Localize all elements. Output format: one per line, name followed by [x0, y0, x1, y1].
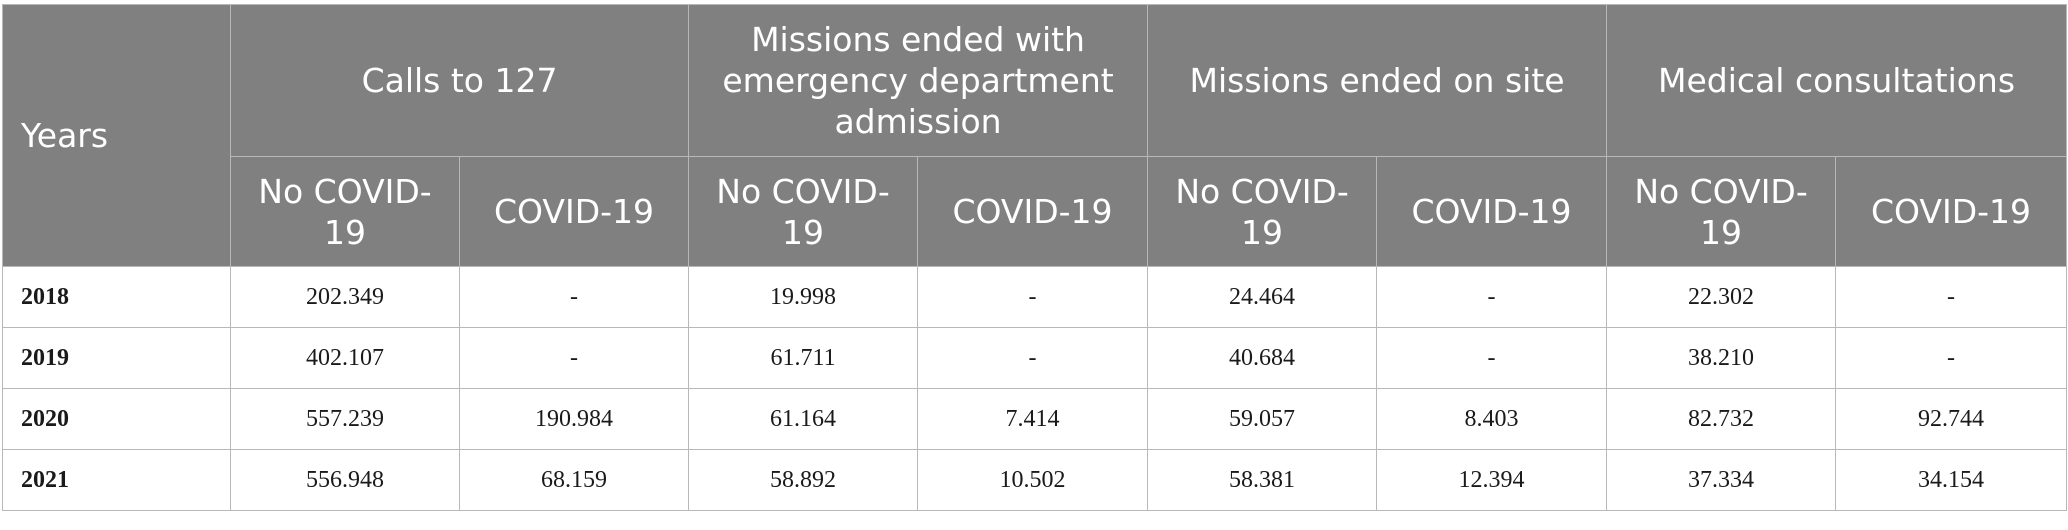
table-cell: 82.732: [1606, 388, 1837, 450]
table-cell: -: [1376, 266, 1608, 328]
table-cell: 59.057: [1147, 388, 1378, 450]
year-cell: 2018: [2, 266, 231, 328]
table-row: 2018 202.349 - 19.998 - 24.464 - 22.302 …: [2, 266, 2068, 328]
table-cell: 22.302: [1606, 266, 1837, 328]
sub-header-no-covid: No COVID-19: [1606, 156, 1837, 267]
table-cell: -: [1835, 327, 2068, 389]
sub-header-covid: COVID-19: [1376, 156, 1608, 267]
table-cell: 202.349: [230, 266, 460, 328]
sub-header-covid: COVID-19: [458, 156, 690, 267]
year-cell: 2019: [2, 327, 231, 389]
table-cell: 37.334: [1606, 449, 1837, 511]
table-row: 2019 402.107 - 61.711 - 40.684 - 38.210 …: [2, 327, 2068, 389]
table-cell: -: [458, 266, 690, 328]
sub-header-no-covid: No COVID-19: [1147, 156, 1378, 267]
table-container: Years Calls to 127 Missions ended with e…: [2, 4, 2068, 511]
table-cell: 402.107: [230, 327, 460, 389]
table-cell: 34.154: [1835, 449, 2068, 511]
table-cell: -: [458, 327, 690, 389]
sub-header-covid: COVID-19: [917, 156, 1149, 267]
table-cell: -: [1835, 266, 2068, 328]
table-cell: -: [917, 327, 1149, 389]
table-cell: 557.239: [230, 388, 460, 450]
table-cell: 92.744: [1835, 388, 2068, 450]
table-cell: 40.684: [1147, 327, 1378, 389]
sub-header-no-covid: No COVID-19: [230, 156, 460, 267]
table-cell: 58.381: [1147, 449, 1378, 511]
table-cell: 7.414: [917, 388, 1149, 450]
group-header-ended-on-site: Missions ended on site: [1147, 4, 1608, 157]
table-cell: 190.984: [458, 388, 690, 450]
table-cell: 38.210: [1606, 327, 1837, 389]
table-cell: 61.164: [688, 388, 919, 450]
year-cell: 2020: [2, 388, 231, 450]
table-cell: -: [1376, 327, 1608, 389]
header-row-groups: Years Calls to 127 Missions ended with e…: [2, 4, 2068, 267]
year-cell: 2021: [2, 449, 231, 511]
years-header: Years: [2, 4, 231, 267]
sub-header-no-covid: No COVID-19: [688, 156, 919, 267]
table-cell: 58.892: [688, 449, 919, 511]
table-cell: 19.998: [688, 266, 919, 328]
table-cell: 8.403: [1376, 388, 1608, 450]
group-header-ed-admission: Missions ended with emergency department…: [688, 4, 1149, 157]
header-row-sub: No COVID-19 COVID-19 No COVID-19 COVID-1…: [3, 156, 2068, 267]
sub-header-covid: COVID-19: [1835, 156, 2068, 267]
table-cell: 12.394: [1376, 449, 1608, 511]
table-cell: 68.159: [458, 449, 690, 511]
table-cell: 556.948: [230, 449, 460, 511]
table-cell: 10.502: [917, 449, 1149, 511]
table-row: 2020 557.239 190.984 61.164 7.414 59.057…: [2, 388, 2068, 450]
table-cell: -: [917, 266, 1149, 328]
group-header-medical-consultations: Medical consultations: [1606, 4, 2068, 157]
table-cell: 61.711: [688, 327, 919, 389]
table-row: 2021 556.948 68.159 58.892 10.502 58.381…: [2, 449, 2068, 511]
data-table: Years Calls to 127 Missions ended with e…: [2, 4, 2068, 511]
table-cell: 24.464: [1147, 266, 1378, 328]
group-header-calls: Calls to 127: [229, 4, 690, 157]
